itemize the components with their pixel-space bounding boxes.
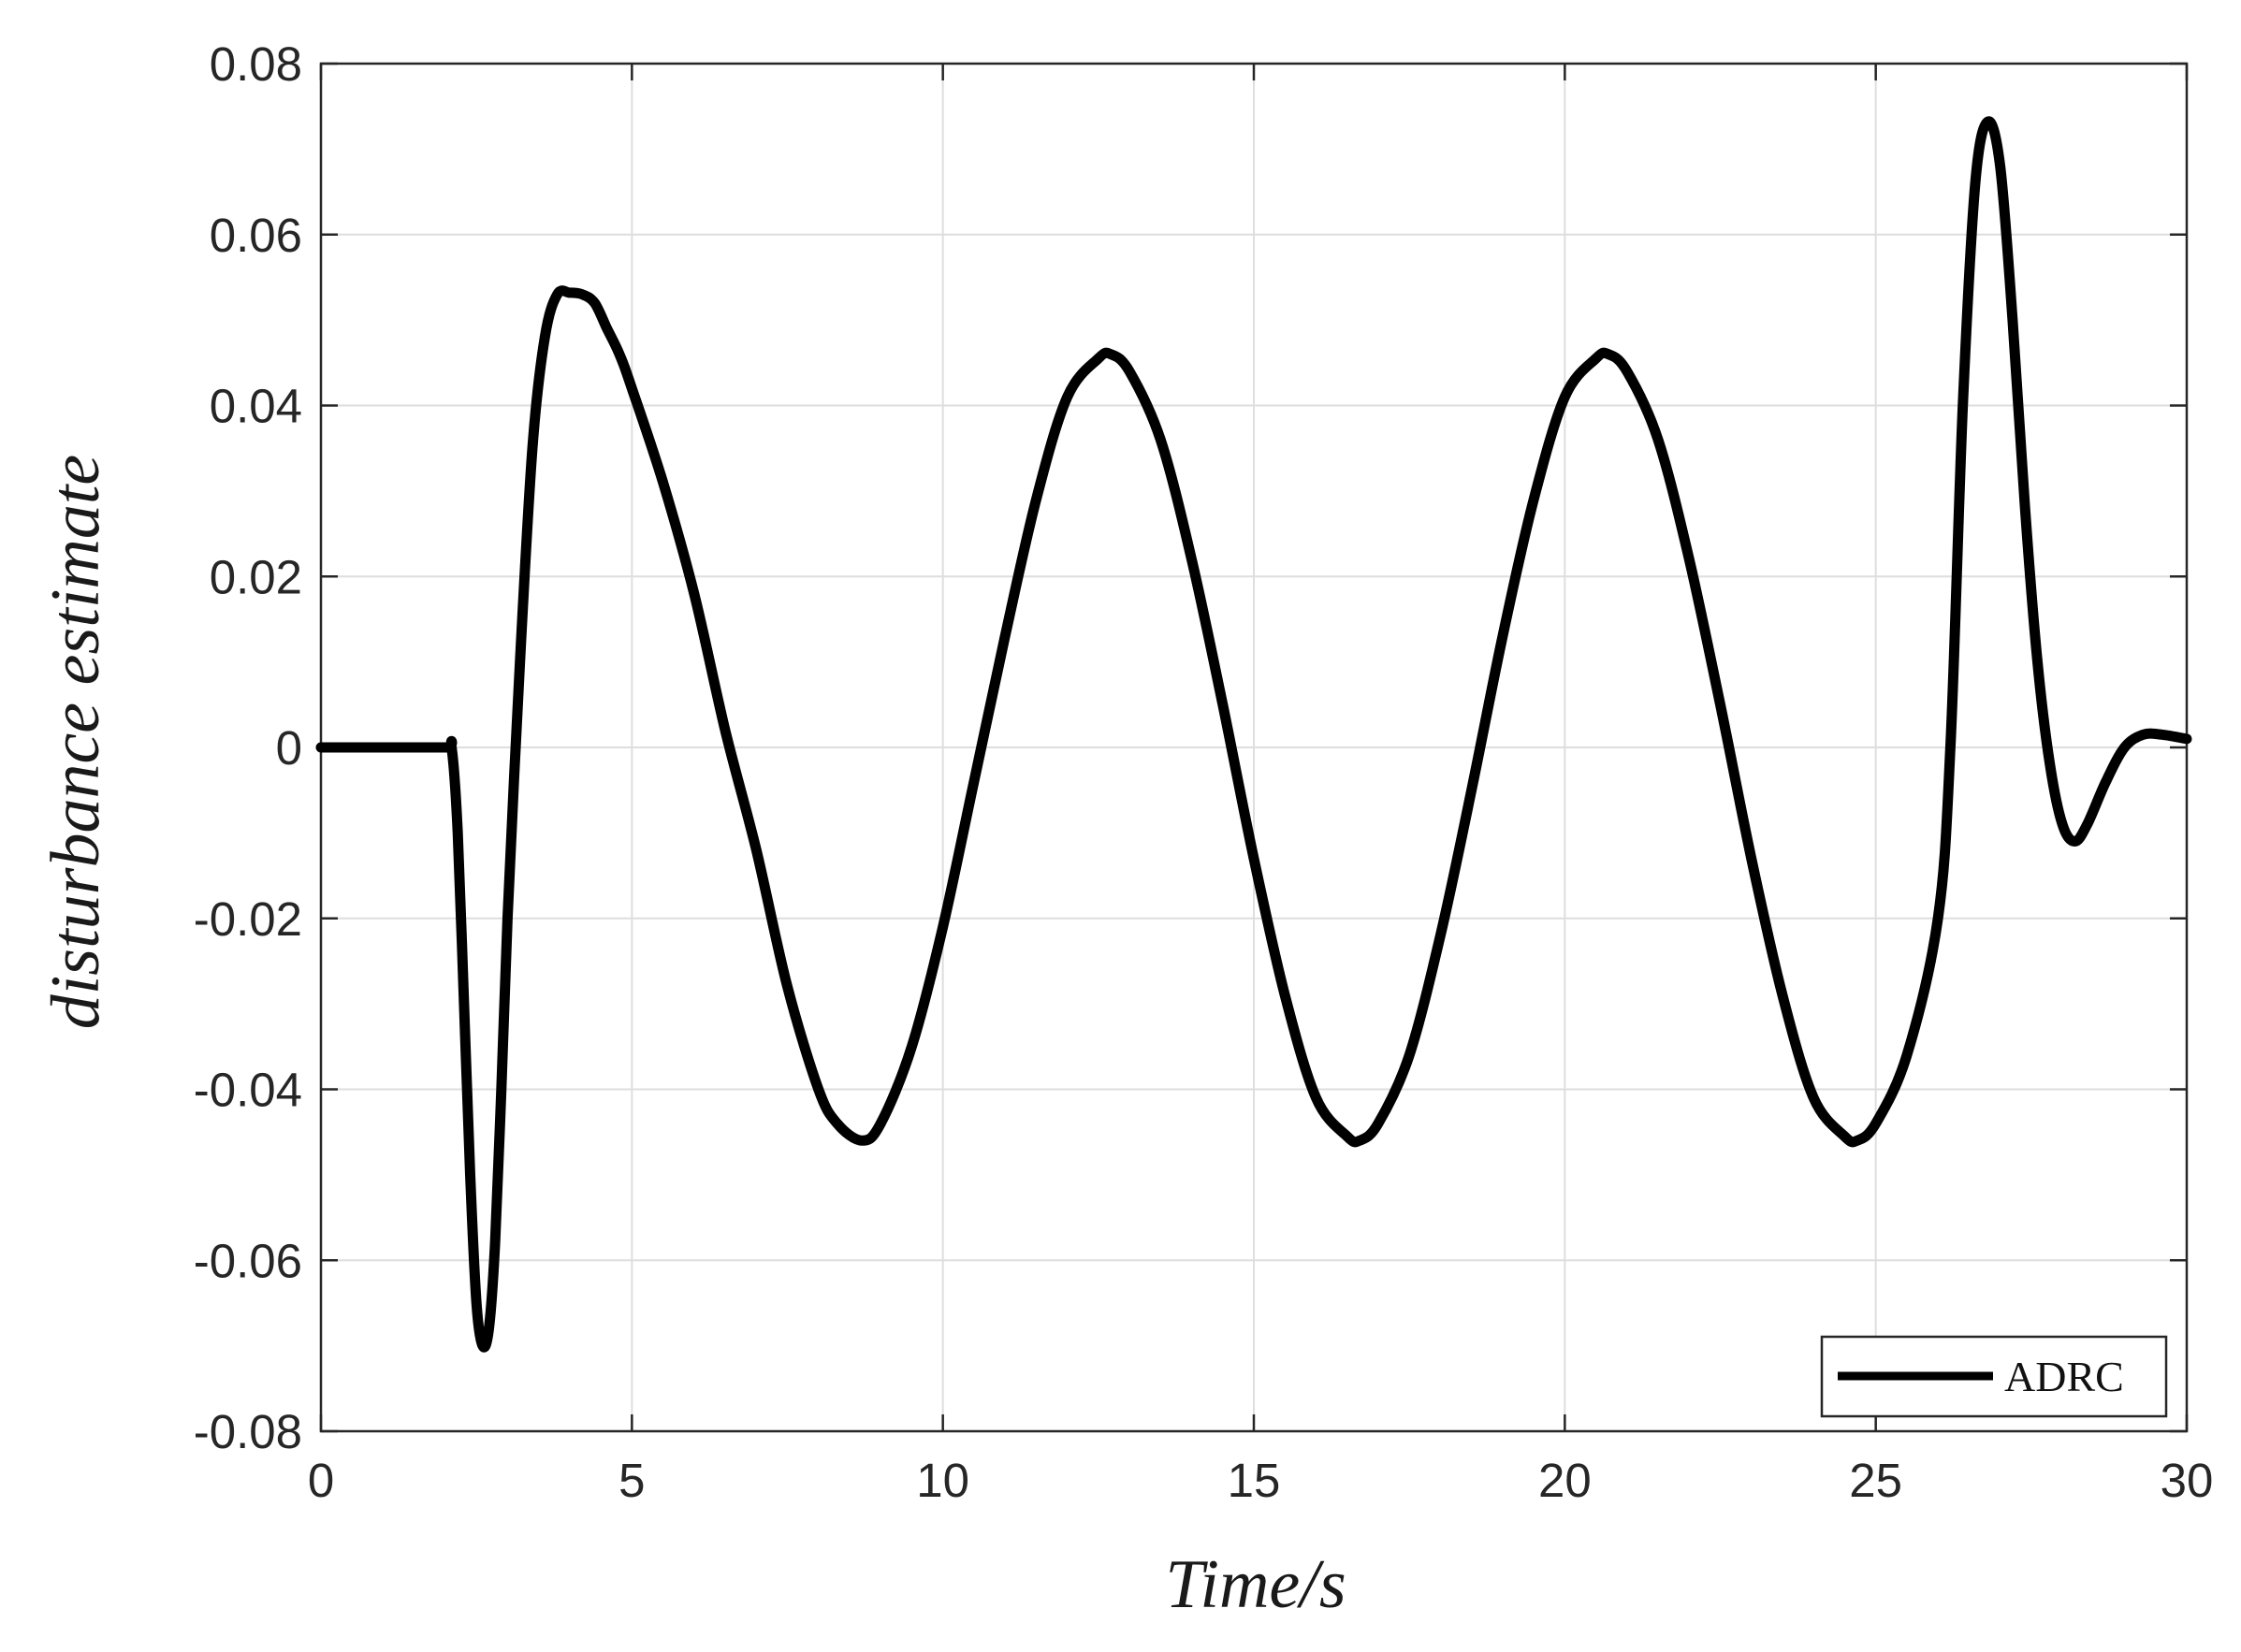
legend-label-adrc: ADRC	[2004, 1353, 2124, 1400]
legend: ADRC	[1820, 1335, 2168, 1418]
x-tick-label: 0	[308, 1454, 334, 1507]
x-tick-label: 25	[1849, 1454, 1902, 1507]
y-tick-label: 0	[276, 721, 302, 775]
x-tick-label: 5	[618, 1454, 645, 1507]
series-layer	[315, 116, 2192, 1353]
series-line-adrc	[315, 116, 2192, 1353]
y-tick-label: -0.08	[194, 1405, 302, 1458]
y-tick-label: 0.06	[210, 209, 302, 262]
y-tick-label: -0.06	[194, 1234, 302, 1287]
y-tick-label: 0.02	[210, 550, 302, 603]
y-tick-label: 0.04	[210, 380, 302, 433]
legend-box	[1820, 1335, 2168, 1418]
x-axis-title: Time/s	[1165, 1546, 1346, 1623]
y-axis-title: disturbance estimate	[37, 455, 114, 1030]
y-tick-label: -0.02	[194, 892, 302, 946]
x-tick-label: 15	[1228, 1454, 1281, 1507]
x-tick-label: 20	[1538, 1454, 1592, 1507]
y-tick-label: -0.04	[194, 1064, 302, 1117]
y-tick-label: 0.08	[210, 37, 302, 91]
axis-ticks: 0 5 10 15 20 25 30 0.08 0.06 0.04 0.02 0 -0.02 -0.04 -…	[194, 37, 2214, 1507]
x-tick-label: 10	[916, 1454, 969, 1507]
x-tick-label: 30	[2161, 1454, 2214, 1507]
